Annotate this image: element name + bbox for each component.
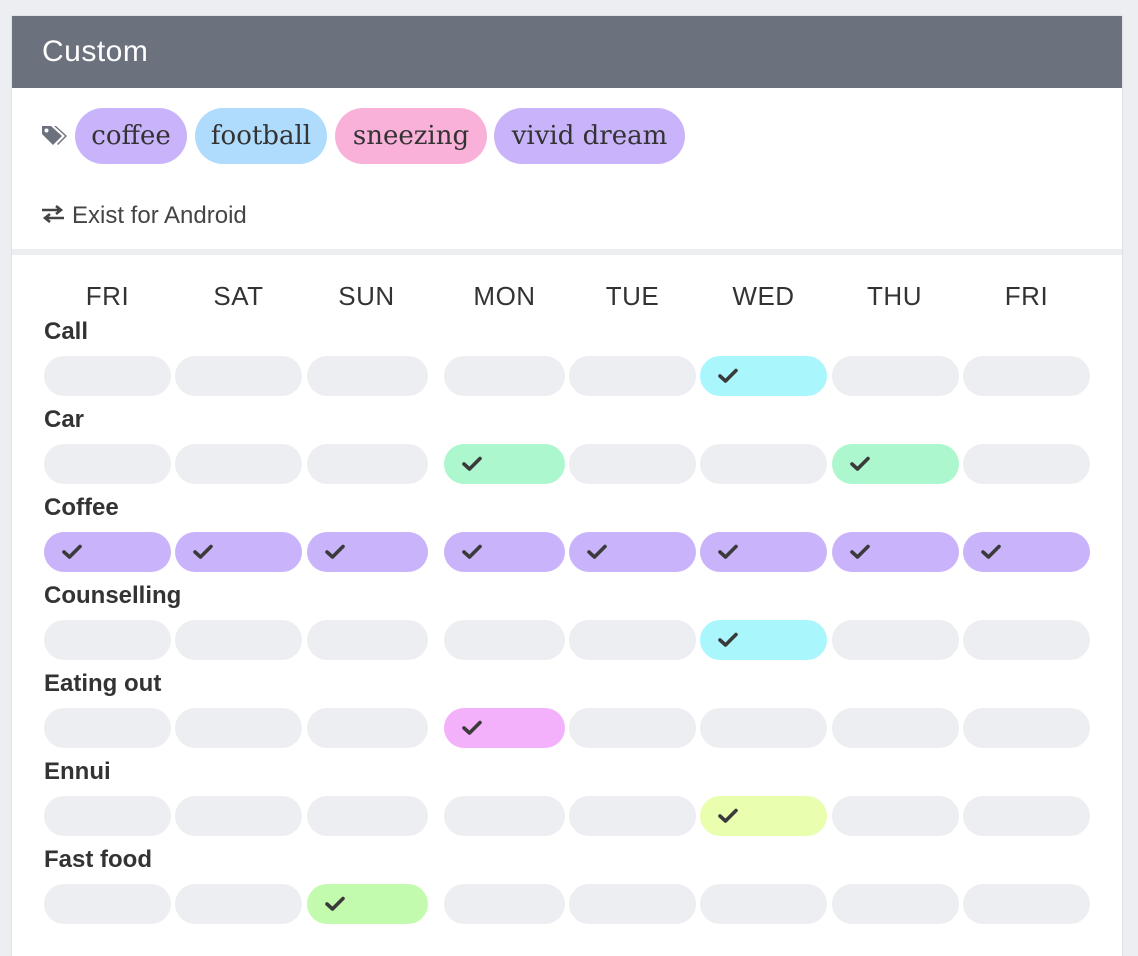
day-cell[interactable] [307,444,428,484]
day-cell[interactable] [700,444,827,484]
day-cell[interactable] [175,444,302,484]
day-cell[interactable] [700,884,827,924]
day-cell-checked[interactable] [444,532,565,572]
day-header-tue: TUE [605,281,660,311]
day-cell[interactable] [963,884,1090,924]
row-label: Fast food [44,846,152,873]
day-cell[interactable] [963,356,1090,396]
day-cell[interactable] [44,444,171,484]
day-cell[interactable] [832,356,959,396]
day-cell[interactable] [444,796,565,836]
day-cell-checked[interactable] [700,796,827,836]
tag-football[interactable]: football [195,108,327,164]
day-cell[interactable] [832,884,959,924]
exchange-icon [42,205,64,223]
day-cell-checked[interactable] [700,620,827,660]
day-cell[interactable] [444,884,565,924]
day-cell-checked[interactable] [700,532,827,572]
day-header-sat: SAT [213,281,264,311]
day-cell[interactable] [700,708,827,748]
tag-sneezing[interactable]: sneezing [335,108,487,164]
row-label: Call [44,318,89,345]
day-cell[interactable] [569,796,696,836]
day-cell[interactable] [44,356,171,396]
day-cell[interactable] [569,356,696,396]
day-header-mon: MON [473,281,536,311]
day-cell-checked[interactable] [444,444,565,484]
sync-row[interactable]: Exist for Android [12,196,1122,232]
day-cell-checked[interactable] [832,444,959,484]
day-header-fri: FRI [1004,281,1049,311]
day-cell[interactable] [444,356,565,396]
day-cell[interactable] [307,620,428,660]
day-cell-checked[interactable] [569,532,696,572]
day-cell-checked[interactable] [307,884,428,924]
day-cell[interactable] [569,620,696,660]
day-cell[interactable] [569,708,696,748]
day-cell[interactable] [569,444,696,484]
divider [12,249,1122,255]
day-cell[interactable] [963,620,1090,660]
day-cell[interactable] [44,796,171,836]
day-cell-checked[interactable] [175,532,302,572]
day-cell-checked[interactable] [832,532,959,572]
tags-icon [42,126,67,145]
day-cell-checked[interactable] [44,532,171,572]
row-label: Car [44,406,85,433]
day-cell[interactable] [963,796,1090,836]
row-label: Eating out [44,670,162,697]
day-cell[interactable] [444,620,565,660]
day-header-wed: WED [732,281,795,311]
row-label: Ennui [44,758,111,785]
day-cell[interactable] [307,708,428,748]
day-cell[interactable] [963,444,1090,484]
day-cell-checked[interactable] [963,532,1090,572]
day-cell[interactable] [175,796,302,836]
day-cell[interactable] [569,884,696,924]
day-cell-checked[interactable] [444,708,565,748]
day-cell[interactable] [307,356,428,396]
day-cell[interactable] [832,796,959,836]
day-cell-checked[interactable] [700,356,827,396]
sync-label: Exist for Android [72,202,247,229]
day-header-thu: THU [867,281,922,311]
day-header-sun: SUN [338,281,395,311]
tag-vivid-dream[interactable]: vivid dream [494,108,685,164]
day-cell[interactable] [175,884,302,924]
day-cell[interactable] [175,708,302,748]
day-cell[interactable] [175,620,302,660]
tags-row: coffee football sneezing vivid dream [12,88,1122,168]
day-cell[interactable] [175,356,302,396]
day-cell[interactable] [44,620,171,660]
row-label: Counselling [44,582,182,609]
day-cell[interactable] [963,708,1090,748]
day-cell[interactable] [307,796,428,836]
day-cell[interactable] [832,708,959,748]
tag-coffee[interactable]: coffee [75,108,187,164]
custom-card: Custom coffee football sneezing vivid dr… [12,16,1122,956]
card-title: Custom [12,16,1122,88]
day-cell-checked[interactable] [307,532,428,572]
day-cell[interactable] [44,884,171,924]
day-cell[interactable] [832,620,959,660]
row-label: Coffee [44,494,119,521]
day-cell[interactable] [44,708,171,748]
day-header-fri: FRI [85,281,130,311]
